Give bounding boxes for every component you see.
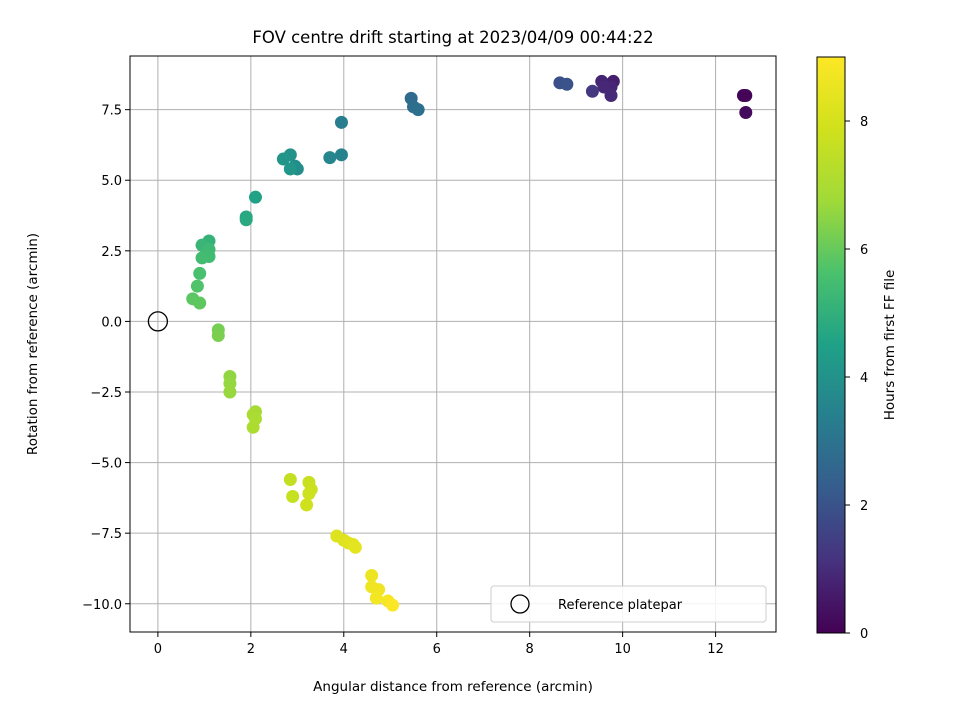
y-tick-label: 2.5 bbox=[101, 245, 122, 260]
data-point bbox=[739, 105, 753, 119]
legend: Reference platepar bbox=[490, 585, 767, 623]
data-point bbox=[334, 148, 348, 162]
colorbar-label: Hours from first FF file bbox=[882, 270, 898, 421]
data-point bbox=[334, 115, 348, 129]
data-point bbox=[283, 473, 297, 487]
data-point bbox=[302, 487, 316, 501]
colorbar-tick-label: 2 bbox=[860, 499, 868, 514]
data-point bbox=[300, 498, 314, 512]
data-point bbox=[411, 103, 425, 117]
data-point bbox=[365, 569, 379, 583]
data-points bbox=[186, 74, 753, 612]
colorbar: 0 2 4 6 8 Hours from first FF file bbox=[816, 56, 898, 642]
colorbar-gradient bbox=[816, 56, 846, 634]
x-tick-label: 4 bbox=[340, 642, 348, 657]
y-axis-label: Rotation from reference (arcmin) bbox=[25, 233, 41, 455]
chart-title: FOV centre drift starting at 2023/04/09 … bbox=[252, 28, 653, 47]
data-point bbox=[248, 190, 262, 204]
data-point bbox=[348, 540, 362, 554]
y-tick-label: −5.0 bbox=[90, 457, 122, 472]
data-point bbox=[323, 151, 337, 165]
data-point bbox=[739, 89, 753, 103]
data-point bbox=[585, 84, 599, 98]
colorbar-tick-label: 6 bbox=[860, 243, 868, 258]
y-tick-label: 7.5 bbox=[101, 104, 122, 119]
y-tick-label: −10.0 bbox=[82, 598, 122, 613]
colorbar-tick-label: 0 bbox=[860, 627, 868, 642]
data-point bbox=[190, 279, 204, 293]
x-tick-label: 6 bbox=[433, 642, 441, 657]
data-point bbox=[193, 296, 207, 310]
x-tick-label: 10 bbox=[614, 642, 631, 657]
data-point bbox=[560, 77, 574, 91]
x-axis-label: Angular distance from reference (arcmin) bbox=[313, 679, 593, 695]
grid-lines bbox=[130, 56, 776, 632]
reference-point-marker bbox=[147, 311, 169, 332]
data-point bbox=[604, 89, 618, 103]
data-point bbox=[283, 162, 297, 176]
data-point bbox=[286, 489, 300, 503]
x-tick-label: 0 bbox=[154, 642, 162, 657]
x-tick-label: 2 bbox=[247, 642, 255, 657]
x-tick-label: 8 bbox=[526, 642, 534, 657]
data-point bbox=[195, 251, 209, 265]
legend-marker-icon bbox=[510, 594, 530, 614]
colorbar-tick-label: 4 bbox=[860, 371, 868, 386]
plot-frame bbox=[129, 55, 777, 633]
data-point bbox=[239, 213, 253, 227]
data-point bbox=[276, 152, 290, 166]
data-point bbox=[211, 329, 225, 343]
y-tick-label: 5.0 bbox=[101, 174, 122, 189]
x-axis-ticks: 0 2 4 6 8 10 12 bbox=[154, 632, 724, 657]
y-tick-label: −7.5 bbox=[90, 527, 122, 542]
data-point bbox=[223, 385, 237, 399]
y-axis-ticks: −10.0 −7.5 −5.0 −2.5 0.0 2.5 5.0 7.5 bbox=[82, 104, 130, 613]
x-tick-label: 12 bbox=[707, 642, 724, 657]
data-point bbox=[369, 591, 383, 605]
y-tick-label: 0.0 bbox=[101, 315, 122, 330]
legend-box bbox=[490, 585, 767, 623]
reference-marker bbox=[147, 311, 169, 332]
legend-label: Reference platepar bbox=[558, 598, 683, 613]
colorbar-ticks: 0 2 4 6 8 bbox=[845, 115, 868, 642]
data-point bbox=[246, 420, 260, 434]
data-point bbox=[193, 266, 207, 280]
y-tick-label: −2.5 bbox=[90, 386, 122, 401]
data-point bbox=[386, 598, 400, 612]
colorbar-tick-label: 8 bbox=[860, 115, 868, 130]
